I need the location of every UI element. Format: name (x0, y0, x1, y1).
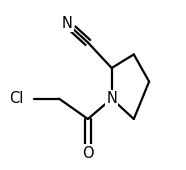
Text: Cl: Cl (9, 91, 23, 106)
Text: N: N (62, 16, 73, 31)
Text: N: N (106, 91, 117, 106)
Text: O: O (82, 146, 94, 160)
